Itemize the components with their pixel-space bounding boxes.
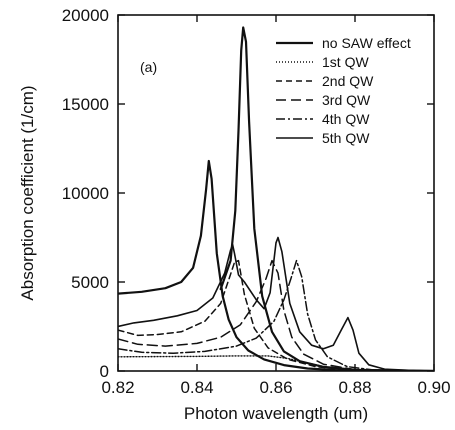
y-tick-label: 10000 (62, 184, 109, 203)
x-tick-label: 0.84 (180, 378, 213, 397)
legend-label: 4th QW (322, 111, 370, 127)
panel-label: (a) (140, 59, 157, 75)
legend-label: 5th QW (322, 130, 370, 146)
legend-label: no SAW effect (322, 35, 411, 51)
series-line-3 (118, 259, 434, 371)
x-axis-title: Photon wavelength (um) (184, 404, 368, 423)
legend-label: 3rd QW (322, 92, 371, 108)
y-tick-label: 5000 (71, 273, 109, 292)
legend-label: 1st QW (322, 54, 369, 70)
series-line-4 (118, 259, 434, 371)
x-tick-label: 0.90 (417, 378, 450, 397)
series-line-6 (219, 26, 434, 371)
y-axis-title: Absorption coefficient (1/cm) (18, 85, 37, 300)
y-tick-label: 15000 (62, 95, 109, 114)
x-tick-label: 0.88 (338, 378, 371, 397)
series-layer (118, 26, 434, 371)
tick-layer: 0.82 0.84 0.86 0.88 0.90 0 5000 10000 15000 20000 (62, 6, 451, 397)
y-tick-label: 0 (100, 362, 109, 381)
series-line-0 (118, 159, 434, 371)
x-tick-label: 0.82 (101, 378, 134, 397)
series-line-5 (118, 236, 434, 371)
legend: no SAW effect 1st QW 2nd QW 3rd QW 4th QW 5th… (276, 35, 411, 146)
x-tick-label: 0.86 (259, 378, 292, 397)
y-tick-label: 20000 (62, 6, 109, 25)
legend-label: 2nd QW (322, 73, 374, 89)
